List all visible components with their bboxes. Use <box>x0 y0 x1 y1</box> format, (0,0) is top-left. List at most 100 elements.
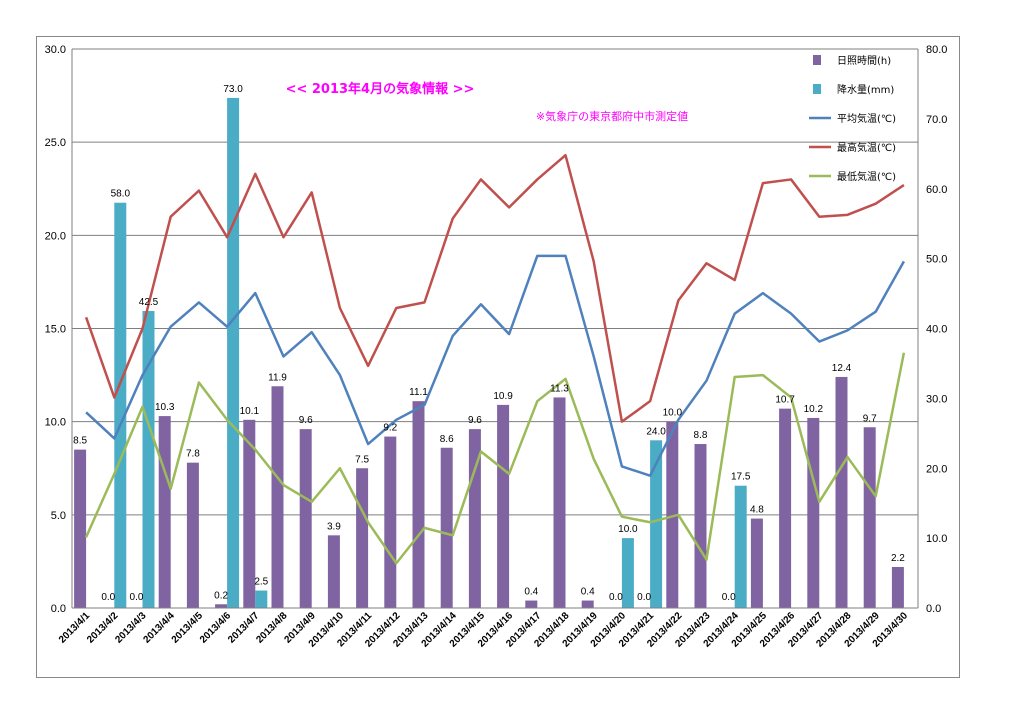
sunshine-bar <box>468 429 481 608</box>
sunshine-data-label: 0.0 <box>722 592 736 603</box>
y-right-tick-label: 40.0 <box>926 324 947 336</box>
chart-frame <box>36 36 960 678</box>
y-right-tick-label: 50.0 <box>926 254 947 266</box>
legend-label: 日照時間(h) <box>837 55 891 67</box>
rain-data-label: 58.0 <box>111 189 131 200</box>
sunshine-bar <box>835 376 848 608</box>
rain-data-label: 17.5 <box>731 472 751 483</box>
sunshine-data-label: 0.2 <box>214 590 228 601</box>
rain-bar <box>650 440 663 608</box>
legend-label: 平均気温(℃) <box>837 112 896 125</box>
sunshine-data-label: 0.4 <box>524 587 538 598</box>
rain-data-label: 2.5 <box>254 577 268 588</box>
sunshine-data-label: 8.8 <box>694 430 708 441</box>
sunshine-bar <box>807 417 820 608</box>
line-min-temp <box>84 352 906 565</box>
y-left-tick-label: 0.0 <box>51 603 66 615</box>
sunshine-bar <box>666 421 679 608</box>
sunshine-bar <box>271 386 284 608</box>
legend-swatch <box>813 84 821 94</box>
sunshine-data-label: 9.2 <box>383 423 397 434</box>
sunshine-data-label: 2.2 <box>891 553 905 564</box>
sunshine-bar <box>384 436 397 608</box>
sunshine-bar <box>440 447 453 608</box>
y-right-tick-label: 70.0 <box>926 114 947 126</box>
sunshine-bar <box>74 449 87 608</box>
line-max-temp <box>84 153 905 423</box>
rain-bar <box>734 485 747 608</box>
sunshine-data-label: 7.5 <box>355 454 369 465</box>
rain-data-label: 73.0 <box>223 84 243 95</box>
legend-label: 最高気温(℃) <box>837 141 896 154</box>
line-avg-temp <box>85 254 905 477</box>
sunshine-data-label: 7.8 <box>186 449 200 460</box>
sunshine-data-label: 3.9 <box>327 521 341 532</box>
sunshine-bar <box>863 427 876 608</box>
y-left-tick-label: 25.0 <box>45 137 66 149</box>
sunshine-data-label: 8.5 <box>73 436 87 447</box>
sunshine-data-label: 9.6 <box>299 415 313 426</box>
y-right-tick-label: 60.0 <box>926 184 947 196</box>
sunshine-data-label: 9.6 <box>468 415 482 426</box>
y-left-tick-label: 20.0 <box>45 230 66 242</box>
sunshine-bar <box>299 429 312 608</box>
rain-bar <box>142 311 155 608</box>
sunshine-bar <box>750 518 763 608</box>
y-right-tick-label: 0.0 <box>926 603 941 615</box>
sunshine-data-label: 10.7 <box>775 395 795 406</box>
sunshine-data-label: 11.1 <box>409 387 428 398</box>
y-left-tick-label: 5.0 <box>51 510 66 522</box>
chart-title: << 2013年4月の気象情報 >> <box>286 81 475 97</box>
y-left-tick-label: 15.0 <box>45 324 66 336</box>
rain-bar <box>227 97 240 608</box>
sunshine-data-label: 0.0 <box>637 592 651 603</box>
sunshine-data-label: 9.7 <box>863 413 877 424</box>
sunshine-data-label: 8.6 <box>440 434 454 445</box>
sunshine-data-label: 10.3 <box>155 402 175 413</box>
sunshine-bar <box>215 604 228 608</box>
rain-data-label: 42.5 <box>139 297 159 308</box>
y-right-tick-label: 10.0 <box>926 533 947 545</box>
legend-label: 最低気温(℃) <box>837 170 896 183</box>
sunshine-bar <box>525 600 538 608</box>
y-right-tick-label: 20.0 <box>926 463 947 475</box>
lines <box>84 153 906 565</box>
sunshine-data-label: 0.0 <box>130 592 144 603</box>
rain-data-label: 10.0 <box>618 524 638 535</box>
sunshine-bar <box>158 416 171 608</box>
rain-bar <box>621 538 634 608</box>
chart-subtitle: ※気象庁の東京都府中市測定値 <box>536 109 688 123</box>
sunshine-data-label: 10.2 <box>804 404 824 415</box>
sunshine-bar <box>891 567 904 608</box>
sunshine-data-label: 0.4 <box>581 587 595 598</box>
bars <box>74 97 904 608</box>
sunshine-bar <box>327 535 340 608</box>
rain-data-label: 24.0 <box>646 426 666 437</box>
sunshine-bar <box>356 468 369 608</box>
sunshine-data-label: 0.0 <box>609 592 623 603</box>
y-left-tick-label: 30.0 <box>45 44 66 56</box>
sunshine-bar <box>186 462 199 608</box>
legend-swatch <box>813 55 821 65</box>
sunshine-data-label: 10.0 <box>663 408 683 419</box>
sunshine-bar <box>581 600 594 608</box>
sunshine-data-label: 12.4 <box>832 363 852 374</box>
data-labels: 8.5 0.0 0.0 10.3 7.8 0.2 10.1 11.9 9.6 3.9 7.5 9.2 1… <box>73 84 905 603</box>
y-right-tick-label: 30.0 <box>926 393 947 405</box>
sunshine-data-label: 0.0 <box>101 592 115 603</box>
sunshine-bar <box>694 444 707 608</box>
y-left-tick-label: 10.0 <box>45 417 66 429</box>
sunshine-bar <box>779 408 792 608</box>
rain-bar <box>255 590 268 608</box>
sunshine-data-label: 11.9 <box>268 372 287 383</box>
sunshine-data-label: 10.1 <box>240 406 260 417</box>
sunshine-bar <box>553 397 566 608</box>
sunshine-data-label: 10.9 <box>493 391 513 402</box>
sunshine-data-label: 11.3 <box>550 383 569 394</box>
rain-bar <box>114 202 127 608</box>
sunshine-bar <box>243 419 256 608</box>
sunshine-bar <box>412 401 425 608</box>
legend: 日照時間(h) 降水量(mm) 平均気温(℃) 最高気温(℃) 最低気温(℃) <box>809 55 896 183</box>
sunshine-data-label: 4.8 <box>750 505 764 516</box>
